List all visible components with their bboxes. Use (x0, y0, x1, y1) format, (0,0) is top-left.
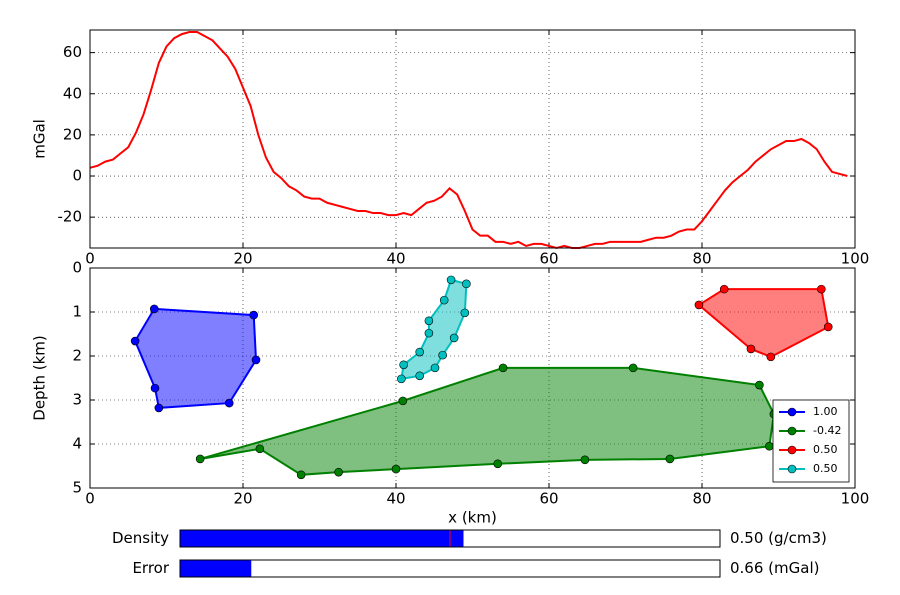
y-tick-label: 1 (72, 303, 82, 321)
vertex[interactable] (817, 284, 826, 294)
vertex[interactable] (130, 336, 140, 346)
vertex[interactable] (439, 295, 449, 305)
vertex[interactable] (449, 333, 459, 343)
legend-marker (787, 464, 797, 474)
x-tick-label: 60 (539, 250, 558, 268)
x-tick-label: 40 (386, 490, 405, 508)
vertex[interactable] (765, 441, 774, 451)
vertex[interactable] (224, 398, 234, 408)
axes-frame (89, 267, 856, 489)
x-tick-label: 20 (233, 490, 252, 508)
slider-track[interactable] (179, 529, 721, 548)
slider-value: 0.50 (g/cm3) (730, 529, 827, 547)
vertex[interactable] (694, 300, 704, 310)
vertex[interactable] (665, 454, 675, 464)
y-tick-label: 4 (72, 435, 82, 453)
slider-label: Error (132, 559, 169, 577)
x-tick-label: 0 (85, 250, 95, 268)
legend-label: 1.00 (813, 405, 838, 418)
y-tick-label: 2 (72, 347, 82, 365)
x-axis-label: x (km) (448, 509, 497, 527)
legend-label: 0.50 (813, 462, 838, 475)
y-tick-label: 60 (63, 43, 82, 61)
body-polygon (697, 288, 830, 358)
vertex[interactable] (462, 279, 471, 289)
vertex[interactable] (391, 464, 401, 474)
vertex[interactable] (154, 403, 164, 413)
legend-marker (787, 445, 797, 455)
vertex[interactable] (823, 322, 833, 332)
vertex[interactable] (255, 444, 265, 454)
vertex[interactable] (746, 344, 756, 354)
vertex[interactable] (755, 380, 764, 390)
vertex[interactable] (424, 328, 434, 338)
legend-marker (787, 426, 797, 436)
y-tick-label: 0 (72, 259, 82, 277)
vertex[interactable] (249, 310, 259, 320)
legend-label: 0.50 (813, 443, 838, 456)
body-polygon (199, 366, 775, 476)
vertex[interactable] (580, 455, 590, 465)
legend-label: -0.42 (813, 424, 841, 437)
slider-fill (180, 560, 252, 577)
vertex[interactable] (446, 275, 456, 285)
vertex[interactable] (719, 284, 729, 294)
vertex[interactable] (430, 363, 440, 373)
vertex[interactable] (399, 360, 408, 370)
vertex[interactable] (398, 396, 408, 406)
slider-fill (180, 530, 464, 547)
axes-frame (89, 29, 856, 249)
slider-label: Density (112, 529, 169, 547)
vertex[interactable] (424, 316, 434, 326)
y-tick-label: 40 (63, 84, 82, 102)
x-tick-label: 20 (233, 250, 252, 268)
x-tick-label: 40 (386, 250, 405, 268)
vertex[interactable] (149, 304, 159, 314)
y-tick-label: 5 (72, 479, 82, 497)
vertex[interactable] (493, 459, 503, 469)
y-axis-label: mGal (31, 119, 49, 159)
y-tick-label: 3 (72, 391, 82, 409)
vertex[interactable] (251, 355, 261, 365)
vertex[interactable] (415, 347, 425, 357)
vertex[interactable] (766, 352, 776, 362)
x-tick-label: 60 (539, 490, 558, 508)
legend-marker (787, 407, 797, 417)
x-tick-label: 100 (841, 250, 870, 268)
data-line (89, 31, 848, 250)
y-tick-label: -20 (58, 208, 83, 226)
x-tick-label: 0 (85, 490, 95, 508)
slider-track[interactable] (179, 559, 721, 578)
vertex[interactable] (150, 383, 160, 393)
vertex[interactable] (296, 470, 306, 480)
vertex[interactable] (195, 454, 205, 464)
x-tick-label: 100 (841, 490, 870, 508)
vertex[interactable] (334, 467, 343, 477)
y-tick-label: 0 (72, 167, 82, 185)
y-tick-label: 20 (63, 125, 82, 143)
vertex[interactable] (628, 363, 638, 373)
x-tick-label: 80 (692, 250, 711, 268)
body-polygon (134, 307, 258, 409)
vertex[interactable] (438, 350, 447, 360)
vertex[interactable] (498, 363, 508, 373)
slider-value: 0.66 (mGal) (730, 559, 819, 577)
legend-box (772, 399, 850, 483)
y-axis-label: Depth (km) (31, 335, 49, 420)
vertex[interactable] (460, 308, 470, 318)
x-tick-label: 80 (692, 490, 711, 508)
vertex[interactable] (397, 374, 406, 384)
vertex[interactable] (415, 371, 425, 381)
